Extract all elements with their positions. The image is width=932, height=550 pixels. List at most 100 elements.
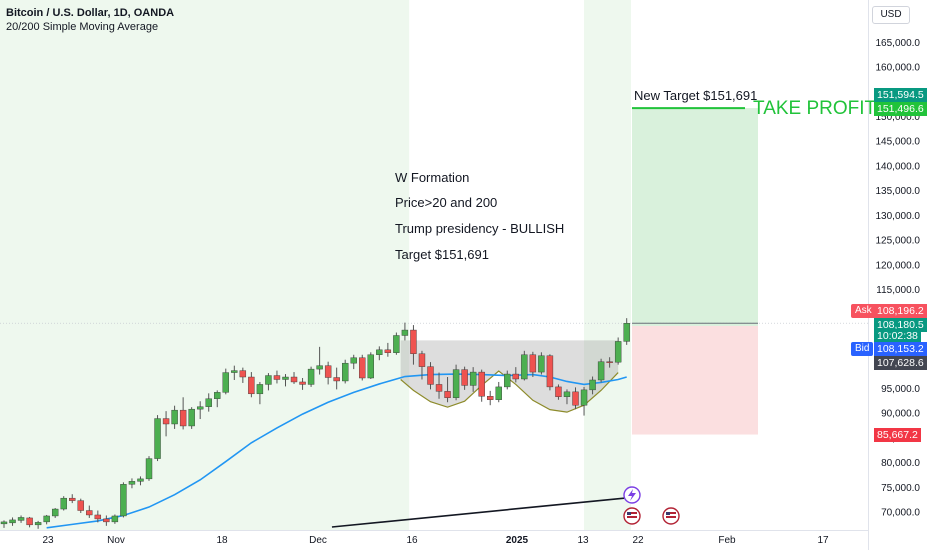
countdown-tag: 10:02:38 [874,329,921,343]
candle[interactable] [359,354,366,381]
candle[interactable] [469,367,477,392]
candle[interactable] [376,346,383,361]
candle[interactable] [316,346,323,375]
price-tick-label: 165,000.0 [876,38,921,49]
candle[interactable] [546,354,554,391]
candle[interactable] [51,508,59,518]
candle[interactable] [43,514,50,525]
candle[interactable] [614,337,622,365]
candle[interactable] [60,496,67,511]
symbol-title[interactable]: Bitcoin / U.S. Dollar, 1D, OANDA [6,7,175,19]
candle[interactable] [563,389,571,405]
candle-body [307,368,315,385]
note-trump-bullish: Trump presidency - BULLISH [395,221,565,236]
candle[interactable] [77,498,84,513]
candle[interactable] [478,369,485,402]
bid-price-tag: 108,153.2 [874,342,927,356]
candle-body [214,392,221,399]
candle-body [606,361,613,363]
candle[interactable] [196,401,204,420]
candle-body [299,381,306,385]
candle-body [563,391,571,397]
candle[interactable] [538,352,545,375]
candle[interactable] [427,362,434,390]
candle[interactable] [248,372,255,398]
candle[interactable] [137,476,144,486]
candle[interactable] [265,373,272,391]
candle[interactable] [256,381,264,405]
candle[interactable] [34,520,42,529]
candle[interactable] [128,478,136,489]
candle[interactable] [444,377,451,403]
candle[interactable] [606,357,613,368]
candle[interactable] [521,350,528,381]
candle[interactable] [282,374,289,387]
currency-button[interactable]: USD [872,6,910,24]
candle[interactable] [324,361,332,385]
flag-stripe [627,512,637,514]
candle[interactable] [342,359,349,384]
candle[interactable] [26,516,33,528]
candle-body [282,376,289,380]
candle[interactable] [0,520,8,528]
time-axis[interactable]: 23 Nov 18 Dec 16 2025 13 22 Feb 17 [42,535,829,546]
candle[interactable] [589,376,596,395]
flag-stripe [627,516,637,518]
lightning-event[interactable] [623,486,641,504]
candle[interactable] [299,378,306,390]
candle[interactable] [171,405,178,429]
candle[interactable] [333,367,340,390]
candle[interactable] [111,514,119,524]
candle[interactable] [572,387,579,410]
candle[interactable] [555,384,562,400]
event-flag-2[interactable] [662,507,680,525]
candle[interactable] [205,393,212,412]
loss-zone [632,325,758,435]
candle[interactable] [162,411,170,437]
candle[interactable] [597,358,605,383]
candle[interactable] [120,482,127,518]
candle[interactable] [86,505,93,518]
price-tick-label: 150,000.0 [876,112,921,123]
candle[interactable] [188,407,195,429]
candle[interactable] [350,354,357,370]
candle[interactable] [401,322,409,341]
candle[interactable] [179,397,187,430]
candle[interactable] [623,318,630,345]
candle-body [188,408,195,427]
candle[interactable] [495,381,502,403]
candle[interactable] [580,386,588,416]
candle[interactable] [529,351,537,378]
candle[interactable] [145,456,153,481]
candle[interactable] [504,370,511,390]
candle[interactable] [214,390,221,408]
candle[interactable] [69,494,76,504]
candle[interactable] [512,367,519,383]
event-icons[interactable] [623,486,680,525]
candle[interactable] [461,366,468,390]
candle[interactable] [487,390,494,406]
candle[interactable] [367,352,374,379]
candle[interactable] [103,515,110,526]
candle[interactable] [384,342,392,357]
candle[interactable] [9,517,16,526]
event-flag-1[interactable] [623,507,641,525]
candle[interactable] [154,415,161,462]
candle[interactable] [94,510,102,523]
candle[interactable] [222,368,229,395]
indicator-legend[interactable]: 20/200 Simple Moving Average [6,21,159,33]
candle[interactable] [239,367,247,383]
candle[interactable] [418,350,426,380]
candles[interactable] [0,318,630,529]
candle[interactable] [231,365,238,380]
candle[interactable] [452,364,460,401]
candle[interactable] [290,372,298,384]
candle[interactable] [410,325,417,365]
candle[interactable] [17,515,25,523]
candle[interactable] [435,372,443,399]
candle[interactable] [273,370,281,384]
candle[interactable] [307,366,315,387]
candle[interactable] [393,332,400,355]
